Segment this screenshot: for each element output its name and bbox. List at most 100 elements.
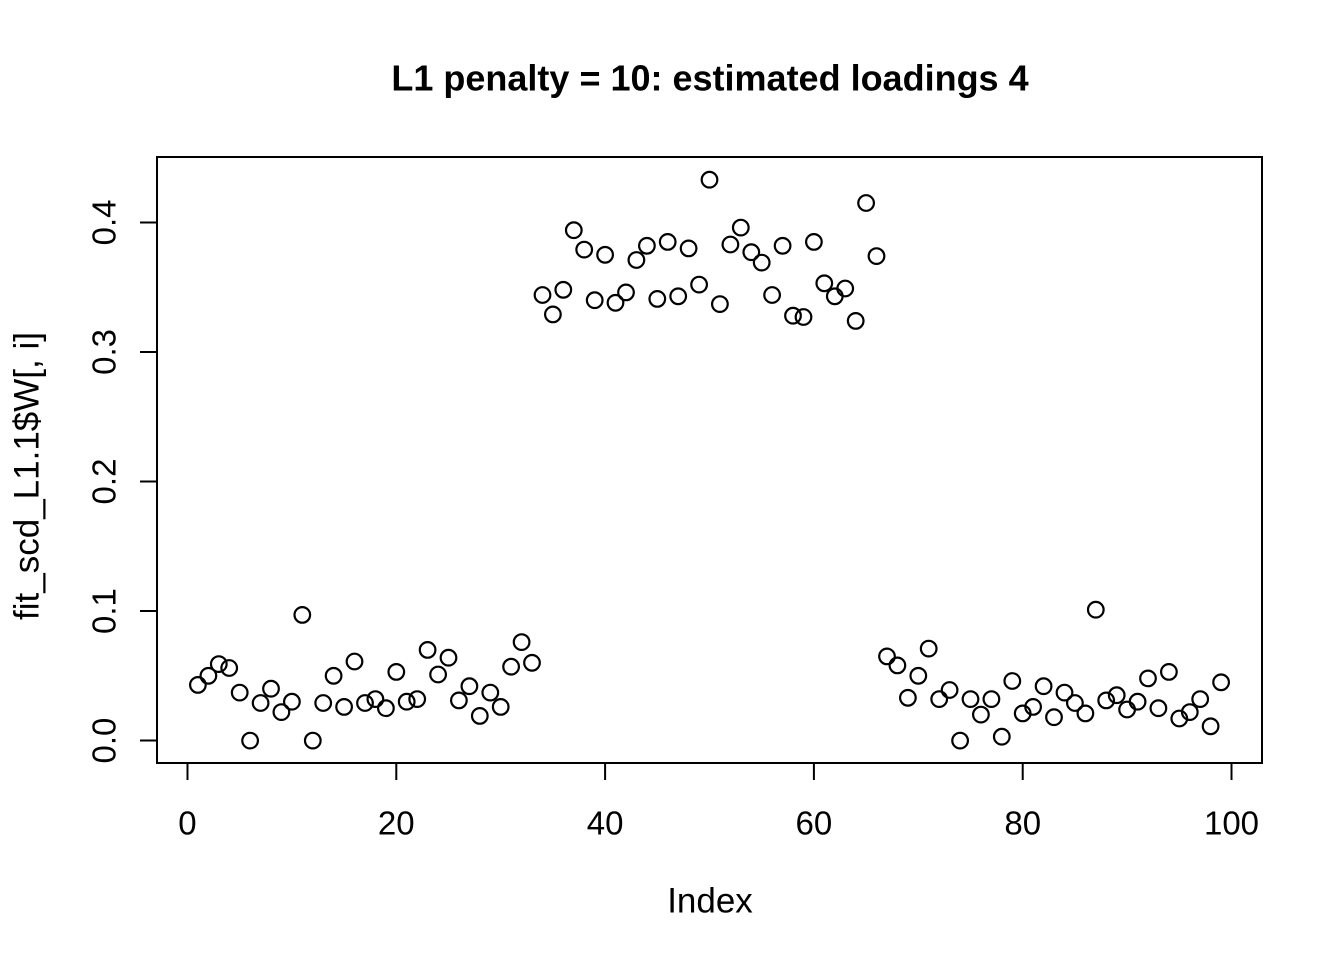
data-point bbox=[815, 274, 834, 293]
scatter-points bbox=[188, 170, 1230, 750]
data-point bbox=[481, 683, 500, 702]
y-axis-ticks bbox=[140, 221, 157, 742]
data-point bbox=[669, 287, 688, 306]
plot-frame bbox=[156, 156, 1263, 764]
data-point bbox=[1139, 669, 1157, 688]
data-point bbox=[784, 306, 802, 325]
data-point bbox=[303, 731, 322, 750]
data-point bbox=[742, 243, 761, 262]
data-point bbox=[188, 676, 207, 694]
y-tick-label: 0.1 bbox=[86, 588, 123, 634]
y-tick-label: 0.0 bbox=[86, 718, 123, 764]
data-point bbox=[930, 690, 949, 708]
data-point bbox=[1191, 690, 1210, 708]
data-point bbox=[397, 692, 416, 711]
data-point bbox=[293, 606, 312, 624]
data-point bbox=[585, 291, 604, 310]
data-point bbox=[408, 690, 427, 708]
data-point bbox=[262, 679, 280, 698]
data-point bbox=[638, 236, 656, 255]
data-point bbox=[825, 287, 844, 306]
data-point bbox=[596, 245, 614, 264]
data-point bbox=[899, 688, 917, 707]
data-point bbox=[1065, 694, 1084, 712]
data-point bbox=[502, 657, 521, 676]
data-point bbox=[752, 253, 771, 272]
data-point bbox=[335, 698, 354, 716]
data-point bbox=[366, 690, 385, 708]
data-point bbox=[387, 663, 406, 681]
x-tick-label: 60 bbox=[796, 805, 833, 842]
data-point bbox=[1159, 663, 1178, 681]
y-tick-label: 0.2 bbox=[86, 459, 123, 505]
data-point bbox=[241, 731, 260, 750]
data-point bbox=[1097, 691, 1116, 710]
data-point bbox=[450, 691, 468, 710]
data-point bbox=[982, 690, 1001, 708]
data-point bbox=[470, 707, 489, 725]
data-point bbox=[617, 283, 635, 302]
data-point bbox=[1180, 703, 1199, 721]
data-point bbox=[564, 221, 583, 240]
data-point bbox=[544, 305, 562, 324]
plot-title: L1 penalty = 10: estimated loadings 4 bbox=[391, 58, 1028, 99]
data-point bbox=[909, 666, 928, 685]
data-point bbox=[1201, 717, 1220, 736]
data-point bbox=[972, 705, 990, 724]
data-point bbox=[773, 236, 792, 255]
data-point bbox=[992, 727, 1011, 746]
data-point bbox=[575, 240, 594, 259]
data-point bbox=[491, 698, 510, 716]
data-point bbox=[1034, 677, 1053, 696]
data-point bbox=[1024, 698, 1042, 716]
data-point bbox=[314, 694, 333, 712]
data-point bbox=[606, 293, 625, 312]
data-point bbox=[554, 280, 573, 299]
data-point bbox=[418, 641, 437, 659]
data-point bbox=[1118, 700, 1136, 719]
data-point bbox=[523, 653, 541, 672]
data-point bbox=[429, 665, 448, 684]
data-point bbox=[658, 232, 677, 251]
data-point bbox=[857, 194, 875, 212]
x-tick-label: 20 bbox=[378, 805, 415, 842]
data-point bbox=[220, 659, 239, 677]
data-point bbox=[1055, 683, 1074, 702]
data-point bbox=[794, 308, 813, 326]
data-point bbox=[1076, 704, 1095, 723]
data-point bbox=[763, 286, 781, 304]
data-point bbox=[679, 239, 698, 258]
x-tick-label: 40 bbox=[587, 805, 624, 842]
y-tick-label: 0.4 bbox=[86, 200, 123, 246]
data-point bbox=[919, 639, 938, 658]
data-point bbox=[377, 699, 395, 718]
data-point bbox=[805, 232, 823, 251]
x-axis-tick-labels: 0 20 40 60 80 100 bbox=[178, 805, 1259, 842]
data-point bbox=[439, 648, 458, 667]
data-point bbox=[209, 655, 228, 673]
data-point bbox=[512, 633, 531, 651]
data-point bbox=[1045, 708, 1063, 727]
data-point bbox=[648, 290, 667, 308]
data-point bbox=[460, 677, 479, 696]
data-point bbox=[961, 690, 980, 708]
data-point bbox=[846, 312, 865, 330]
data-point bbox=[951, 731, 969, 750]
data-point bbox=[1128, 692, 1147, 711]
data-point bbox=[700, 170, 719, 189]
y-axis-tick-labels: 0.0 0.1 0.2 0.3 0.4 bbox=[86, 200, 123, 764]
y-tick-label: 0.3 bbox=[86, 329, 123, 375]
data-point bbox=[1149, 699, 1168, 718]
data-point bbox=[356, 694, 374, 712]
x-tick-label: 100 bbox=[1204, 805, 1259, 842]
data-point bbox=[345, 652, 364, 671]
x-tick-label: 0 bbox=[178, 805, 196, 842]
data-point bbox=[1107, 686, 1126, 705]
data-point bbox=[711, 295, 729, 314]
x-axis-label: Index bbox=[667, 882, 753, 921]
x-tick-label: 80 bbox=[1004, 805, 1041, 842]
data-point bbox=[940, 681, 959, 699]
data-point bbox=[721, 235, 740, 254]
data-point bbox=[272, 703, 291, 721]
